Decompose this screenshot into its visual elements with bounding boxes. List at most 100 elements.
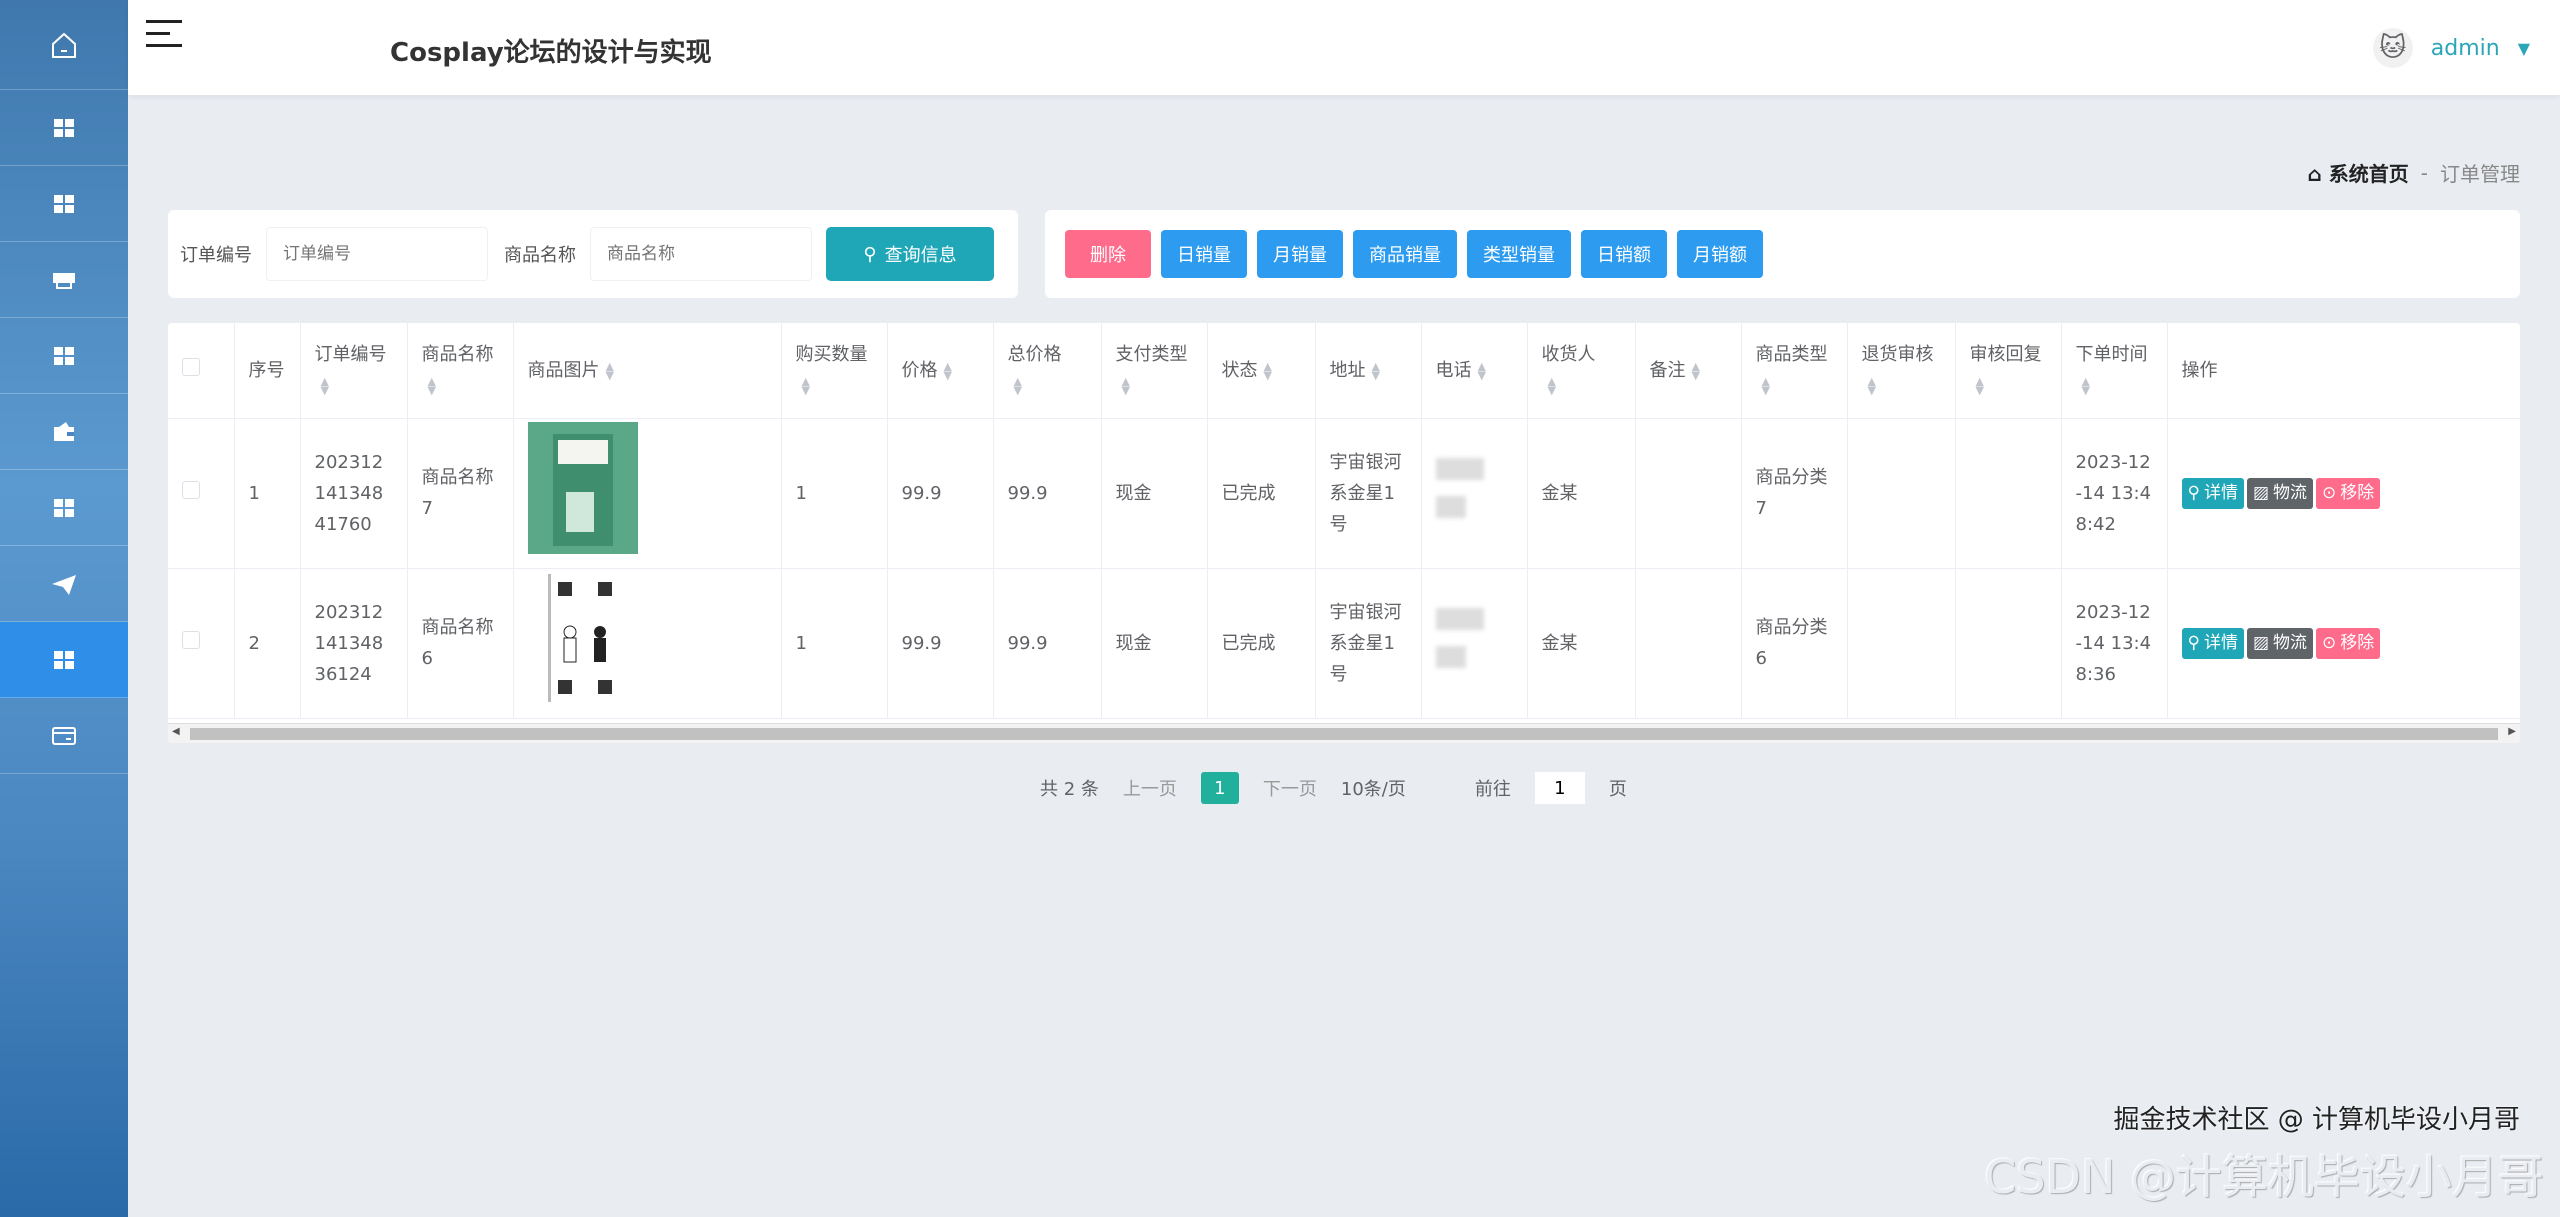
- column-header-label: 备注: [1649, 359, 1686, 381]
- sort-icon[interactable]: ▲ ▼: [1371, 359, 1380, 382]
- page-1-button[interactable]: 1: [1200, 772, 1239, 804]
- column-header[interactable]: 下单时间 ▲ ▼: [2061, 323, 2168, 419]
- table-cell: 99.9: [887, 418, 994, 569]
- sort-icon[interactable]: ▲ ▼: [1867, 375, 1876, 398]
- remove-button[interactable]: ⊙ 移除: [2316, 628, 2381, 659]
- menu-toggle-icon[interactable]: [146, 20, 182, 52]
- next-page-button[interactable]: 下一页: [1262, 779, 1317, 800]
- row-checkbox[interactable]: [182, 480, 200, 499]
- table-cell: 金某: [1527, 568, 1636, 719]
- sort-icon[interactable]: ▲ ▼: [1263, 359, 1272, 382]
- sort-icon[interactable]: ▲ ▼: [605, 359, 614, 382]
- sort-icon[interactable]: ▲ ▼: [427, 375, 436, 398]
- logistics-button[interactable]: ▨ 物流: [2246, 478, 2314, 509]
- sort-icon[interactable]: ▲ ▼: [801, 375, 810, 398]
- column-header[interactable]: 商品图片 ▲ ▼: [513, 323, 782, 419]
- actions-cell: ⚲ 详情 ▨ 物流 ⊙ 移除: [2167, 418, 2520, 569]
- app-title: Cosplay论坛的设计与实现: [390, 38, 712, 68]
- sort-icon[interactable]: ▲ ▼: [1477, 359, 1486, 382]
- column-header-label: 下单时间: [2075, 344, 2148, 366]
- sidebar-item-6[interactable]: [0, 394, 128, 470]
- column-header[interactable]: 订单编号 ▲ ▼: [300, 323, 408, 419]
- sidebar-item-3[interactable]: [0, 166, 128, 242]
- user-menu[interactable]: 🐱 admin ▼: [2372, 28, 2530, 68]
- product-name-input[interactable]: [590, 227, 812, 281]
- remove-label: 移除: [2340, 633, 2375, 653]
- column-header[interactable]: 收货人 ▲ ▼: [1527, 323, 1636, 419]
- column-header[interactable]: 状态 ▲ ▼: [1207, 323, 1316, 419]
- scroll-left-icon[interactable]: ◀: [172, 726, 180, 737]
- detail-button[interactable]: ⚲ 详情: [2181, 478, 2244, 509]
- page-size-select[interactable]: 10条/页: [1340, 779, 1406, 800]
- scroll-right-icon[interactable]: ▶: [2508, 726, 2516, 737]
- table-cell: [513, 418, 782, 569]
- sidebar-item-8[interactable]: [0, 546, 128, 622]
- column-header-label: 审核回复: [1969, 344, 2042, 366]
- stat-button-6[interactable]: 月销额: [1677, 230, 1763, 278]
- column-header[interactable]: 电话 ▲ ▼: [1421, 323, 1528, 419]
- column-header-label: 购买数量: [795, 344, 868, 366]
- sort-icon[interactable]: ▲ ▼: [1121, 375, 1130, 398]
- card-icon: [52, 726, 76, 745]
- table-cell: [1421, 568, 1528, 719]
- breadcrumb-home[interactable]: ⌂ 系统首页: [2307, 158, 2408, 187]
- column-header[interactable]: 支付类型 ▲ ▼: [1101, 323, 1208, 419]
- product-name-label: 商品名称: [504, 245, 576, 266]
- column-header[interactable]: 退货审核 ▲ ▼: [1847, 323, 1956, 419]
- row-checkbox[interactable]: [182, 630, 200, 649]
- sort-icon[interactable]: ▲ ▼: [943, 359, 952, 382]
- sidebar-item-2[interactable]: [0, 90, 128, 166]
- column-header[interactable]: 商品名称 ▲ ▼: [407, 323, 514, 419]
- product-image: [527, 422, 638, 554]
- sort-icon[interactable]: ▲ ▼: [1547, 375, 1556, 398]
- column-header[interactable]: 地址 ▲ ▼: [1315, 323, 1422, 419]
- remove-button[interactable]: ⊙ 移除: [2316, 478, 2381, 509]
- grid-icon: [54, 346, 74, 365]
- sort-icon[interactable]: ▲ ▼: [1761, 375, 1770, 398]
- breadcrumb: ⌂ 系统首页 - 订单管理: [2307, 158, 2520, 187]
- sidebar-item-4[interactable]: [0, 242, 128, 318]
- sidebar-item-5[interactable]: [0, 318, 128, 394]
- scrollbar-thumb[interactable]: [190, 728, 2498, 740]
- column-header: 序号: [234, 323, 301, 419]
- table-cell: 现金: [1101, 568, 1208, 719]
- sort-icon[interactable]: ▲ ▼: [2081, 375, 2090, 398]
- stat-button-1[interactable]: 日销量: [1161, 230, 1247, 278]
- column-header[interactable]: 价格 ▲ ▼: [887, 323, 994, 419]
- sort-icon[interactable]: ▲ ▼: [1975, 375, 1984, 398]
- stat-button-4[interactable]: 类型销量: [1467, 230, 1571, 278]
- stat-button-5[interactable]: 日销额: [1581, 230, 1667, 278]
- column-header[interactable]: 商品类型 ▲ ▼: [1741, 323, 1848, 419]
- query-button[interactable]: ⚲ 查询信息: [826, 227, 994, 281]
- stat-button-3[interactable]: 商品销量: [1353, 230, 1457, 278]
- table-cell: 99.9: [887, 568, 994, 719]
- stat-button-2[interactable]: 月销量: [1257, 230, 1343, 278]
- table-row: 2 20231214134836124 商品名称6 1 99.9 99.9 现金 已完成 宇宙银…: [168, 568, 2520, 719]
- sidebar-item-7[interactable]: [0, 470, 128, 546]
- column-header: 操作: [2167, 323, 2520, 419]
- logistics-button[interactable]: ▨ 物流: [2246, 628, 2314, 659]
- sort-icon[interactable]: ▲ ▼: [1013, 375, 1022, 398]
- delete-button[interactable]: 删除: [1065, 230, 1151, 278]
- sidebar-item-1[interactable]: [0, 0, 128, 90]
- table-cell: 商品分类6: [1741, 568, 1848, 719]
- table-cell: 已完成: [1207, 418, 1316, 569]
- sidebar-item-9[interactable]: [0, 622, 128, 698]
- goto-page-input[interactable]: [1534, 772, 1585, 804]
- image-icon: ▨: [2252, 633, 2270, 653]
- column-header[interactable]: 审核回复 ▲ ▼: [1955, 323, 2062, 419]
- detail-button[interactable]: ⚲ 详情: [2181, 628, 2244, 659]
- prev-page-button[interactable]: 上一页: [1122, 779, 1177, 800]
- column-header[interactable]: 购买数量 ▲ ▼: [781, 323, 888, 419]
- table-cell: 商品名称6: [407, 568, 514, 719]
- grid-icon: [54, 194, 74, 213]
- select-all-checkbox[interactable]: [182, 357, 200, 376]
- sidebar-item-10[interactable]: [0, 698, 128, 774]
- column-header[interactable]: 备注 ▲ ▼: [1635, 323, 1742, 419]
- column-header[interactable]: 总价格 ▲ ▼: [993, 323, 1102, 419]
- sort-icon[interactable]: ▲ ▼: [1691, 359, 1700, 382]
- horizontal-scrollbar[interactable]: ◀ ▶: [168, 723, 2520, 743]
- sort-icon[interactable]: ▲ ▼: [320, 375, 329, 398]
- order-no-input[interactable]: [266, 227, 488, 281]
- table-cell: 商品分类7: [1741, 418, 1848, 569]
